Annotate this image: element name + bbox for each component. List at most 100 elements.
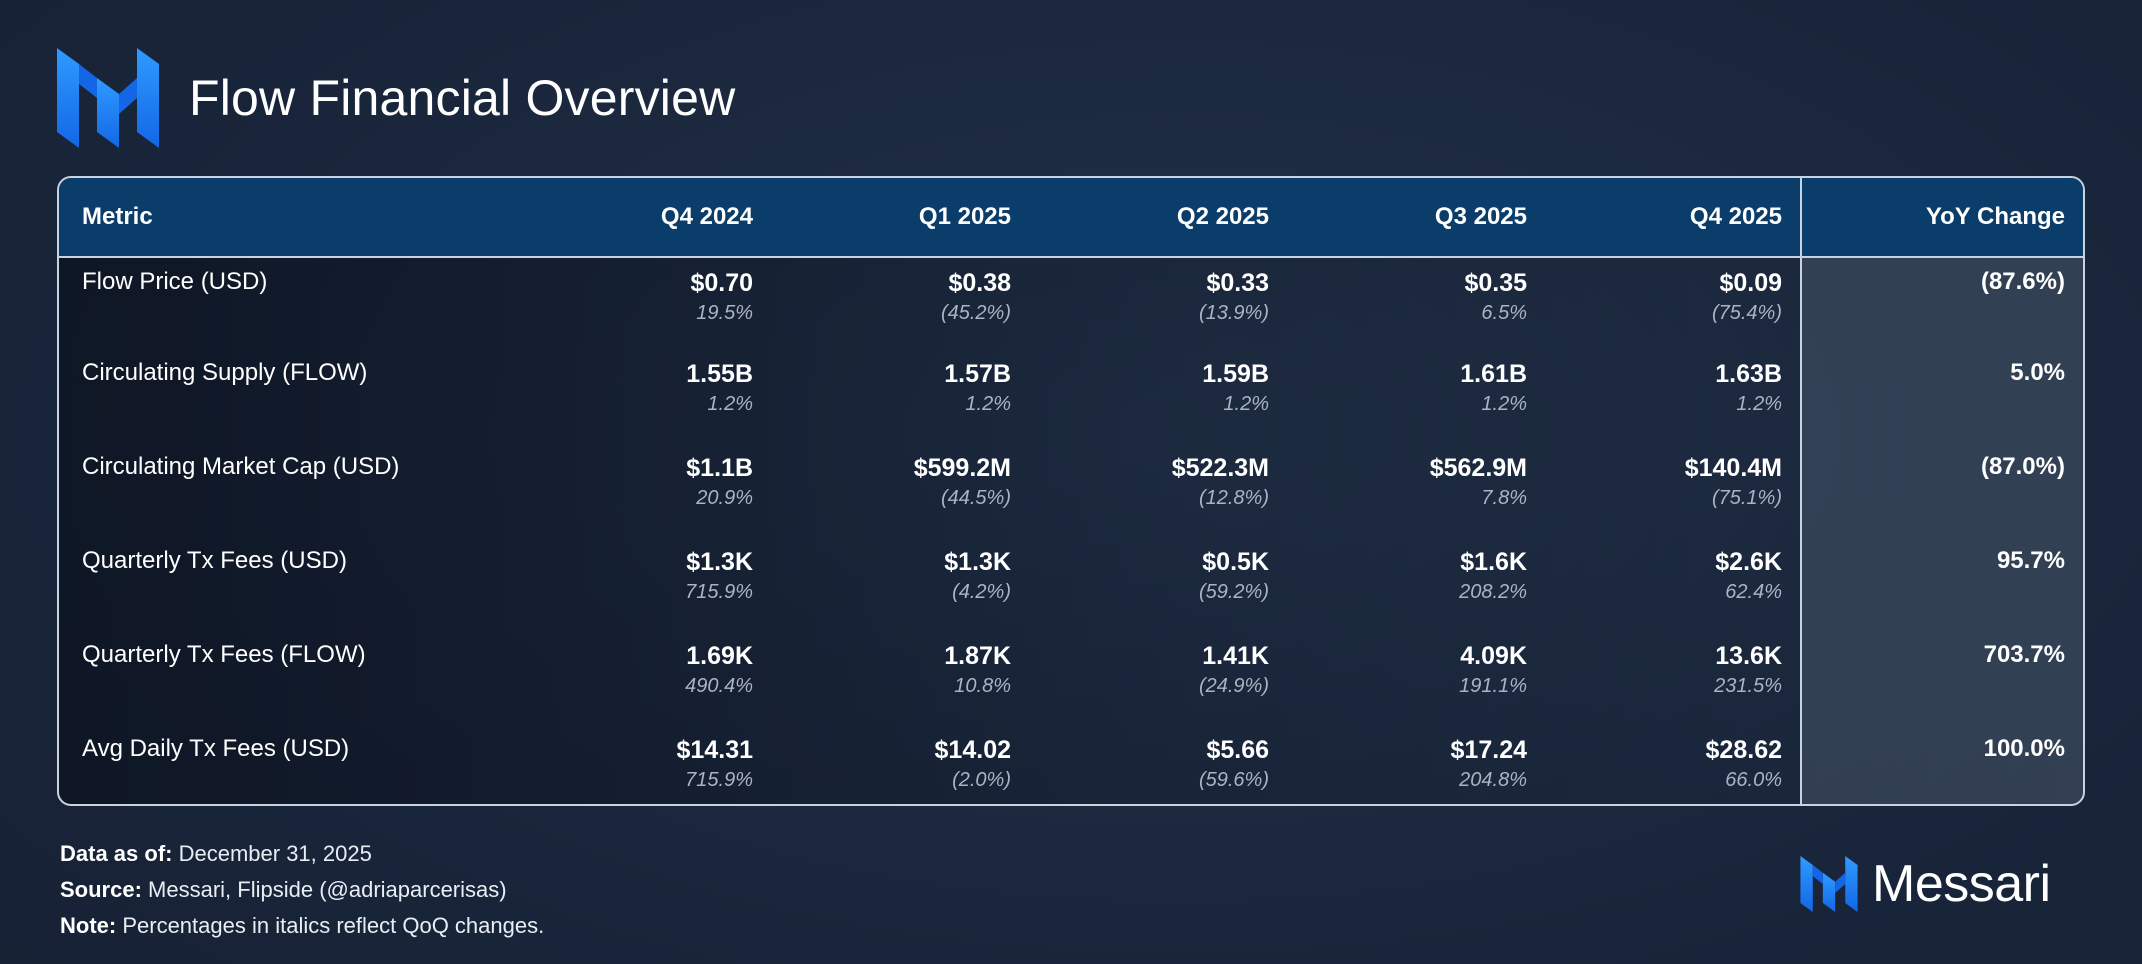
qoq-change: 20.9% — [696, 487, 753, 509]
note-data-as-of: Data as of: December 31, 2025 — [60, 841, 372, 866]
table-row: Flow Price (USD) $0.70 19.5% $0.38 (45.2%) $0… — [59, 257, 2083, 351]
quarter-cell: $1.3K (4.2%) — [771, 539, 1029, 633]
metric-value: $140.4M — [1684, 454, 1782, 482]
metric-value: 1.69K — [686, 642, 753, 670]
metric-value: 4.09K — [1460, 642, 1527, 670]
yoy-change: (87.0%) — [1800, 445, 2083, 539]
table-row: Quarterly Tx Fees (USD) $1.3K 715.9% $1.3K (… — [59, 539, 2083, 633]
qoq-change: (75.1%) — [1711, 487, 1782, 509]
metric-value: $562.9M — [1429, 454, 1527, 482]
metric-value: $599.2M — [913, 454, 1011, 482]
metric-value: $14.31 — [676, 736, 753, 764]
qoq-change: 66.0% — [1725, 769, 1782, 791]
qoq-change: 204.8% — [1459, 769, 1527, 791]
note-qoq: Note: Percentages in italics reflect QoQ… — [60, 913, 545, 938]
table-row: Circulating Market Cap (USD) $1.1B 20.9% $5… — [59, 445, 2083, 539]
metric-value: $1.3K — [686, 548, 753, 576]
messari-logo-icon — [57, 48, 159, 148]
metric-value: $1.1B — [686, 454, 753, 482]
table-row: Quarterly Tx Fees (FLOW) 1.69K 490.4% 1.87K… — [59, 633, 2083, 727]
metric-value: 1.55B — [686, 360, 753, 388]
footnotes: Data as of: December 31, 2025 Source: Me… — [60, 836, 544, 944]
brand-name: Messari — [1872, 855, 2051, 913]
metric-value: 1.63B — [1715, 360, 1782, 388]
table-header-row: Metric Q4 2024 Q1 2025 Q2 2025 Q3 2025 Q4 202… — [59, 178, 2083, 258]
table-row: Avg Daily Tx Fees (USD) $14.31 715.9% $14.0… — [59, 727, 2083, 804]
qoq-change: 6.5% — [1481, 302, 1527, 324]
quarter-cell: $0.38 (45.2%) — [771, 257, 1029, 351]
metric-value: $1.3K — [944, 548, 1011, 576]
qoq-change: (45.2%) — [940, 302, 1011, 324]
quarter-cell: 1.55B 1.2% — [513, 351, 771, 445]
quarter-cell: $2.6K 62.4% — [1545, 539, 1801, 633]
qoq-change: 10.8% — [954, 675, 1011, 697]
qoq-change: 715.9% — [685, 581, 753, 603]
quarter-cell: $28.62 66.0% — [1545, 727, 1801, 804]
metric-value: $17.24 — [1450, 736, 1527, 764]
qoq-change: 1.2% — [1223, 393, 1269, 415]
quarter-cell: 1.63B 1.2% — [1545, 351, 1801, 445]
note-source: Source: Messari, Flipside (@adriaparceri… — [60, 877, 507, 902]
metric-value: 13.6K — [1715, 642, 1782, 670]
metric-value: $5.66 — [1206, 736, 1269, 764]
metric-value: 1.57B — [944, 360, 1011, 388]
quarter-cell: 4.09K 191.1% — [1287, 633, 1545, 727]
qoq-change: 19.5% — [696, 302, 753, 324]
qoq-change: (59.6%) — [1198, 769, 1269, 791]
column-header-q1-2025: Q1 2025 — [771, 178, 1029, 258]
metric-value: 1.41K — [1202, 642, 1269, 670]
metric-value: $0.35 — [1464, 269, 1527, 297]
quarter-cell: 1.61B 1.2% — [1287, 351, 1545, 445]
qoq-change: (44.5%) — [940, 487, 1011, 509]
qoq-change: (75.4%) — [1711, 302, 1782, 324]
metric-value: $0.70 — [690, 269, 753, 297]
quarter-cell: $0.33 (13.9%) — [1029, 257, 1287, 351]
qoq-change: (2.0%) — [952, 769, 1011, 791]
quarter-cell: $1.1B 20.9% — [513, 445, 771, 539]
quarter-cell: 1.69K 490.4% — [513, 633, 771, 727]
page-title: Flow Financial Overview — [189, 70, 736, 126]
quarter-cell: $0.35 6.5% — [1287, 257, 1545, 351]
metric-label: Quarterly Tx Fees (USD) — [82, 547, 347, 574]
metric-label: Circulating Supply (FLOW) — [82, 359, 368, 386]
qoq-change: (4.2%) — [952, 581, 1011, 603]
metric-value: $0.09 — [1719, 269, 1782, 297]
quarter-cell: $0.70 19.5% — [513, 257, 771, 351]
messari-brand-icon — [1800, 856, 1858, 912]
quarter-cell: $14.02 (2.0%) — [771, 727, 1029, 804]
column-header-yoy-change: YoY Change — [1800, 178, 2083, 258]
qoq-change: (59.2%) — [1198, 581, 1269, 603]
quarter-cell: $1.3K 715.9% — [513, 539, 771, 633]
metric-label: Flow Price (USD) — [82, 268, 268, 295]
metric-value: $0.5K — [1202, 548, 1269, 576]
qoq-change: 490.4% — [685, 675, 753, 697]
metric-label: Circulating Market Cap (USD) — [82, 453, 400, 480]
yoy-change: 5.0% — [1800, 351, 2083, 445]
yoy-change: 703.7% — [1800, 633, 2083, 727]
qoq-change: (13.9%) — [1198, 302, 1269, 324]
qoq-change: 7.8% — [1481, 487, 1527, 509]
metric-value: 1.61B — [1460, 360, 1527, 388]
metric-value: 1.87K — [944, 642, 1011, 670]
metric-value: $28.62 — [1705, 736, 1782, 764]
quarter-cell: $562.9M 7.8% — [1287, 445, 1545, 539]
metric-value: $2.6K — [1715, 548, 1782, 576]
qoq-change: 231.5% — [1714, 675, 1782, 697]
qoq-change: (12.8%) — [1198, 487, 1269, 509]
metric-value: $1.6K — [1460, 548, 1527, 576]
metric-value: $0.38 — [948, 269, 1011, 297]
qoq-change: 62.4% — [1725, 581, 1782, 603]
metric-value: $14.02 — [934, 736, 1011, 764]
column-header-q2-2025: Q2 2025 — [1029, 178, 1287, 258]
quarter-cell: $0.5K (59.2%) — [1029, 539, 1287, 633]
qoq-change: 715.9% — [685, 769, 753, 791]
qoq-change: 1.2% — [1481, 393, 1527, 415]
yoy-change: (87.6%) — [1800, 257, 2083, 351]
column-header-q4-2025: Q4 2025 — [1545, 178, 1801, 258]
quarter-cell: $14.31 715.9% — [513, 727, 771, 804]
metric-label: Quarterly Tx Fees (FLOW) — [82, 641, 366, 668]
qoq-change: 191.1% — [1459, 675, 1527, 697]
metric-label: Avg Daily Tx Fees (USD) — [82, 735, 350, 762]
qoq-change: 1.2% — [1736, 393, 1782, 415]
table-body: Flow Price (USD) $0.70 19.5% $0.38 (45.2%) $0… — [59, 257, 2083, 804]
